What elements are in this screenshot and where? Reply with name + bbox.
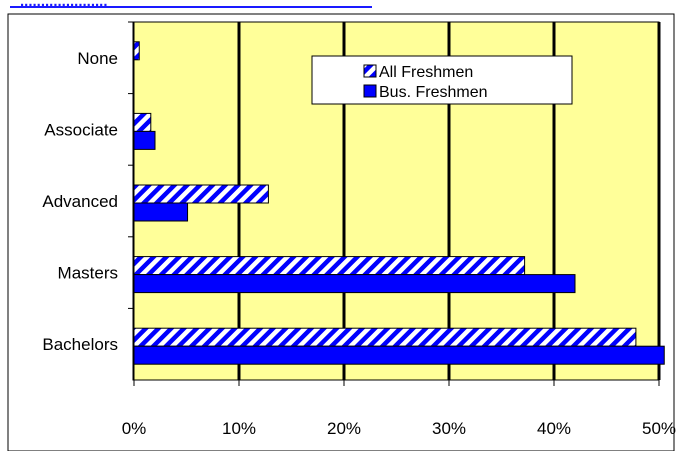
legend-swatch-bus-freshmen [363,84,377,98]
legend: All Freshmen Bus. Freshmen [311,55,573,105]
bars [133,41,665,365]
bar-bus-freshmen [133,274,576,294]
x-tick-label: 40% [537,419,571,438]
legend-label-all-freshmen: All Freshmen [379,64,473,81]
bar-all-freshmen [133,184,269,204]
bar-bus-freshmen [133,345,665,365]
x-tick-labels: 0% 10% 20% 30% 40% 50% [122,419,676,438]
bar-all-freshmen [133,41,140,61]
x-tick-label: 30% [432,419,466,438]
x-tick-label: 50% [642,419,676,438]
header-link[interactable]: ..................... [20,0,108,10]
header-link-underline [10,6,372,8]
category-label: None [77,49,118,68]
x-tick-label: 10% [222,419,256,438]
category-label: Advanced [42,192,118,211]
category-label: Masters [58,264,118,283]
bar-all-freshmen [133,112,152,132]
x-tick-label: 0% [122,419,147,438]
category-label: Associate [44,120,118,139]
bar-bus-freshmen [133,130,156,150]
legend-label-bus-freshmen: Bus. Freshmen [379,84,487,101]
category-label: Bachelors [42,335,118,354]
bar-bus-freshmen [133,202,189,222]
bar-all-freshmen [133,256,526,276]
bar-all-freshmen [133,327,637,347]
legend-box [311,55,573,105]
x-tick-label: 20% [327,419,361,438]
category-labels: None Associate Advanced Masters Bachelors [42,49,118,354]
legend-swatch-all-freshmen [363,64,377,78]
